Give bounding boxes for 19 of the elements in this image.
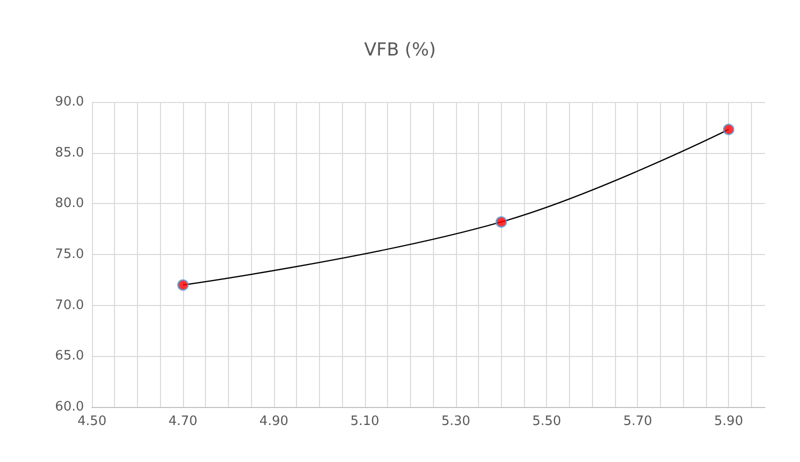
x-tick-label: 5.70 xyxy=(623,414,652,429)
point xyxy=(177,279,189,291)
point xyxy=(722,124,734,136)
y-tick-label: 65.0 xyxy=(55,348,84,364)
x-tick-label: 5.90 xyxy=(714,414,744,429)
y-tick-label: 70.0 xyxy=(55,298,84,313)
x-tick-label: 5.50 xyxy=(532,414,562,429)
point xyxy=(496,216,508,228)
y-tick-label: 75.0 xyxy=(55,247,84,262)
x-tick-label: 4.90 xyxy=(259,414,288,429)
y-tick-label: 80.0 xyxy=(55,196,84,212)
y-tick-label: 90.0 xyxy=(55,94,84,110)
y-tick-label: 85.0 xyxy=(55,145,84,160)
chart-title: VFB (%) xyxy=(364,40,436,60)
x-tick-label: 4.70 xyxy=(168,414,198,429)
x-tick-label: 5.30 xyxy=(441,414,470,429)
y-tick-label: 60.0 xyxy=(55,400,84,414)
x-tick-label: 5.10 xyxy=(350,414,380,429)
x-tick-label: 4.50 xyxy=(78,414,106,429)
